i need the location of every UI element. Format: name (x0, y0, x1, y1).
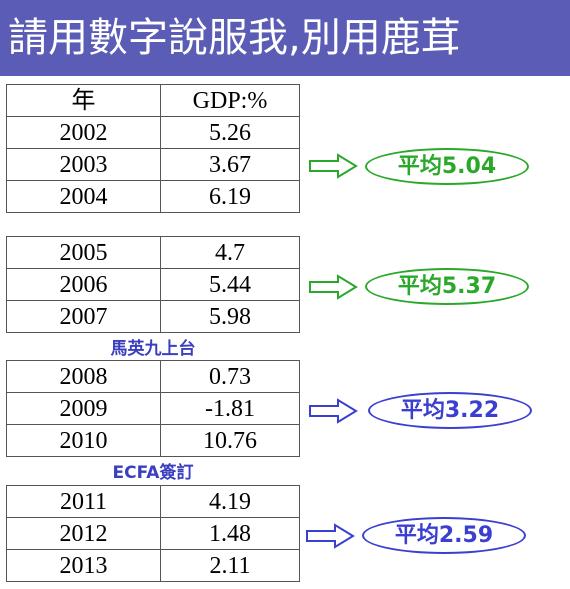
cell: 2008 (6, 360, 161, 393)
cell: 3.67 (160, 148, 300, 181)
arrow (309, 153, 358, 179)
cell: 6.19 (160, 180, 300, 213)
caption: 馬英九上台 (110, 339, 196, 359)
cell: 2006 (6, 268, 161, 301)
cell: 2004 (6, 180, 161, 213)
cell: 2007 (6, 300, 161, 333)
col-header: 年 (6, 84, 161, 117)
cell: 2013 (6, 549, 161, 582)
cell: 10.76 (160, 424, 300, 457)
arrow (309, 398, 358, 424)
cell: 2002 (6, 116, 161, 149)
gdp-table: 2011 4.19 2012 1.48 2013 2.11 (6, 485, 300, 582)
gdp-table: 2008 0.73 2009 -1.81 2010 10.76 (6, 360, 300, 457)
caption: ECFA簽訂 (112, 463, 194, 483)
title: 請用數字說服我,別用鹿茸 (0, 0, 570, 76)
cell: 5.98 (160, 300, 300, 333)
cell: 5.44 (160, 268, 300, 301)
cell: 4.7 (160, 236, 300, 269)
cell: 2011 (6, 485, 161, 518)
cell: 2012 (6, 517, 161, 550)
cell: 2003 (6, 148, 161, 181)
cell: -1.81 (160, 392, 300, 425)
cell: 2009 (6, 392, 161, 425)
cell: 4.19 (160, 485, 300, 518)
cell: 2.11 (160, 549, 300, 582)
cell: 5.26 (160, 116, 300, 149)
col-header: GDP:% (160, 84, 300, 117)
cell: 0.73 (160, 360, 300, 393)
average-label: 平均2.59 (362, 517, 526, 554)
average-label: 平均5.37 (365, 268, 529, 305)
cell: 1.48 (160, 517, 300, 550)
cell: 2010 (6, 424, 161, 457)
arrow (309, 274, 358, 300)
gdp-table: 2005 4.7 2006 5.44 2007 5.98 (6, 236, 300, 333)
average-label: 平均3.22 (368, 392, 532, 429)
cell: 2005 (6, 236, 161, 269)
gdp-table: 年 GDP:% 2002 5.26 2003 3.67 2004 6.19 (6, 84, 300, 213)
average-label: 平均5.04 (365, 148, 529, 185)
arrow (306, 523, 355, 549)
